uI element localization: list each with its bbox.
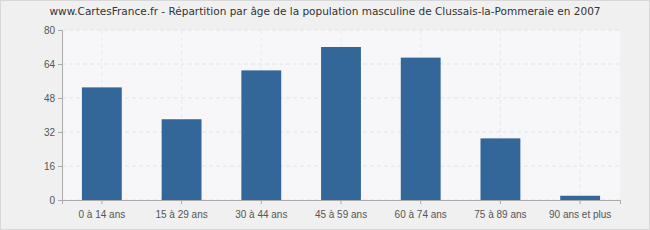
y-tick: 0	[49, 195, 62, 206]
x-tick-mark	[500, 200, 501, 204]
y-tick-mark	[58, 200, 62, 201]
y-tick-mark	[58, 132, 62, 133]
bar	[82, 87, 122, 200]
background	[1, 1, 650, 230]
plot-area	[62, 30, 620, 200]
y-tick-mark	[58, 30, 62, 31]
y-tick-mark	[58, 166, 62, 167]
y-tick: 16	[44, 161, 62, 172]
bar	[241, 70, 281, 200]
bar	[481, 138, 521, 200]
x-tick-mark	[580, 200, 581, 204]
x-tick: 60 à 74 ans	[395, 200, 447, 220]
x-tick: 15 à 29 ans	[155, 200, 207, 220]
x-tick-mark	[181, 200, 182, 204]
y-tick: 64	[44, 59, 62, 70]
x-tick-label: 15 à 29 ans	[155, 209, 207, 220]
bar	[401, 58, 441, 200]
x-tick-mark	[420, 200, 421, 204]
x-tick: 0 à 14 ans	[78, 200, 125, 220]
x-tick-mark	[341, 200, 342, 204]
y-tick: 80	[44, 25, 62, 36]
y-axis-line	[58, 31, 63, 201]
y-tick-mark	[58, 64, 62, 65]
x-tick: 30 à 44 ans	[235, 200, 287, 220]
x-tick: 45 à 59 ans	[315, 200, 367, 220]
x-tick: 75 à 89 ans	[474, 200, 526, 220]
bar	[560, 196, 600, 200]
y-tick: 48	[44, 93, 62, 104]
grid	[62, 30, 620, 200]
x-tick-mark	[101, 200, 102, 204]
x-tick-label: 45 à 59 ans	[315, 209, 367, 220]
grid-line	[580, 30, 581, 200]
x-tick: 90 ans et plus	[549, 200, 611, 220]
y-tick-label: 16	[44, 161, 56, 172]
x-tick-label: 0 à 14 ans	[78, 209, 125, 220]
x-tick-label: 30 à 44 ans	[235, 209, 287, 220]
bar	[162, 119, 202, 200]
y-tick-mark	[58, 98, 62, 99]
x-tick-label: 75 à 89 ans	[474, 209, 526, 220]
y-tick-label: 80	[44, 25, 56, 36]
x-tick-label: 60 à 74 ans	[395, 209, 447, 220]
x-axis: 0 à 14 ans 15 à 29 ans 30 à 44 ans 45 à 59 …	[63, 200, 621, 220]
x-axis-line	[63, 201, 621, 205]
y-axis: 0 16 32 48 64 80	[44, 25, 63, 206]
x-tick-label: 90 ans et plus	[549, 209, 611, 220]
bar	[321, 47, 361, 200]
x-tick-mark	[261, 200, 262, 204]
title: www.CartesFrance.fr - Répartition par âg…	[49, 5, 600, 17]
y-tick-label: 48	[44, 93, 56, 104]
y-tick: 32	[44, 127, 62, 138]
y-tick-label: 64	[44, 59, 56, 70]
y-tick-label: 32	[44, 127, 56, 138]
y-tick-label: 0	[49, 195, 55, 206]
bars	[82, 47, 600, 200]
